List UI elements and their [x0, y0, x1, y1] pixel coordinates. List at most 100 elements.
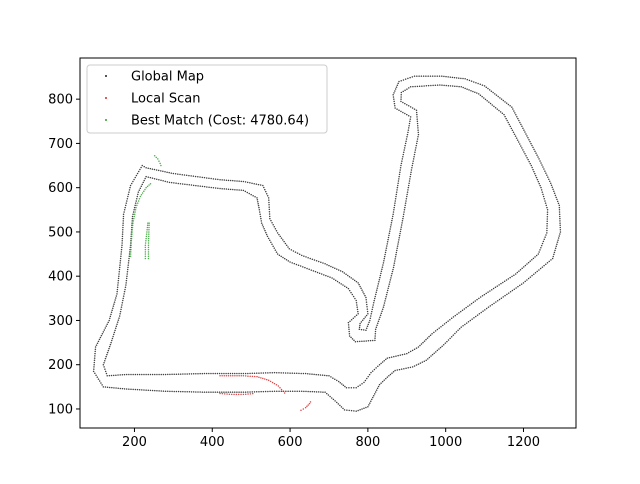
global-map-point — [126, 268, 129, 271]
global-map-point — [113, 387, 115, 389]
global-map-point — [325, 274, 327, 277]
global-map-point — [439, 84, 441, 86]
global-map-point — [123, 211, 125, 213]
global-map-point — [348, 409, 350, 412]
global-map-point — [391, 270, 394, 273]
global-map-point — [441, 84, 443, 86]
global-map-point — [546, 206, 548, 209]
local-scan-point — [242, 375, 245, 377]
global-map-point — [376, 324, 378, 327]
global-map-point — [274, 228, 277, 230]
global-map-point — [274, 249, 277, 251]
global-map-point — [262, 390, 265, 393]
global-map-point — [396, 108, 398, 110]
global-map-point — [366, 303, 368, 306]
global-map-point — [118, 315, 121, 317]
global-map-point — [402, 79, 405, 81]
global-map-point — [121, 242, 123, 244]
global-map-point — [537, 180, 540, 183]
global-map-point — [267, 197, 270, 199]
global-map-point — [395, 355, 397, 357]
global-map-point — [375, 326, 378, 329]
global-map-point — [95, 344, 98, 346]
global-map-point — [214, 372, 217, 375]
global-map-point — [175, 390, 178, 393]
global-map-point — [238, 372, 240, 375]
global-map-point — [345, 386, 348, 389]
global-map-point — [108, 347, 110, 350]
global-map-point — [511, 275, 513, 278]
global-map-point — [267, 390, 269, 393]
global-map-point — [546, 232, 548, 234]
global-map-point — [285, 259, 288, 261]
global-map-point — [431, 75, 434, 77]
global-map-point — [401, 220, 404, 222]
global-map-point — [493, 105, 495, 108]
global-map-point — [295, 372, 298, 375]
global-map-point — [355, 386, 357, 389]
local-scan-point — [235, 393, 238, 396]
global-map-point — [275, 230, 278, 232]
global-map-point — [100, 334, 103, 337]
local-scan-point — [233, 393, 235, 396]
global-map-point — [121, 373, 124, 376]
global-map-point — [373, 368, 376, 371]
global-map-point — [330, 265, 332, 268]
global-map-point — [509, 105, 511, 107]
global-map-point — [253, 391, 256, 393]
global-map-point — [365, 301, 368, 303]
global-map-point — [362, 329, 365, 331]
global-map-point — [393, 206, 395, 209]
global-map-point — [105, 355, 107, 358]
global-map-point — [162, 390, 165, 392]
global-map-point — [409, 120, 411, 123]
global-map-point — [407, 115, 410, 117]
global-map-point — [257, 202, 259, 205]
global-map-point — [129, 184, 132, 187]
global-map-point — [546, 229, 548, 232]
global-map-point — [466, 78, 469, 81]
global-map-point — [434, 75, 436, 77]
best-match-cost-4780-64-point — [159, 162, 161, 165]
global-map-point — [559, 220, 561, 222]
global-map-point — [348, 275, 351, 278]
global-map-point — [248, 192, 250, 195]
global-map-point — [530, 164, 533, 167]
global-map-point — [540, 244, 543, 247]
global-map-point — [169, 390, 171, 393]
global-map-point — [551, 257, 554, 260]
global-map-point — [407, 184, 410, 187]
global-map-point — [546, 209, 549, 211]
global-map-point — [513, 110, 515, 112]
global-map-point — [104, 327, 107, 329]
global-map-point — [430, 84, 432, 87]
global-map-point — [94, 352, 96, 355]
global-map-point — [450, 336, 453, 338]
global-map-point — [278, 233, 280, 236]
global-map-point — [244, 372, 247, 375]
global-map-point — [404, 112, 406, 115]
global-map-point — [218, 372, 221, 375]
global-map-point — [386, 376, 389, 378]
global-map-point — [365, 406, 367, 409]
global-map-point — [404, 204, 406, 207]
global-map-point — [386, 291, 388, 294]
best-match-cost-4780-64-point — [138, 197, 141, 200]
global-map-point — [423, 85, 425, 87]
global-map-point — [345, 286, 348, 289]
global-map-point — [279, 235, 281, 238]
global-map-point — [419, 344, 421, 347]
global-map-point — [219, 178, 221, 181]
global-map-point — [136, 195, 139, 198]
global-map-point — [503, 280, 506, 282]
global-map-point — [558, 213, 561, 215]
global-map-point — [518, 270, 520, 272]
global-map-point — [116, 323, 118, 325]
global-map-point — [446, 340, 448, 343]
global-map-point — [409, 76, 411, 79]
global-map-point — [142, 181, 144, 184]
global-map-point — [227, 391, 230, 393]
global-map-point — [356, 304, 358, 306]
global-map-point — [392, 213, 394, 215]
global-map-point — [467, 305, 469, 308]
